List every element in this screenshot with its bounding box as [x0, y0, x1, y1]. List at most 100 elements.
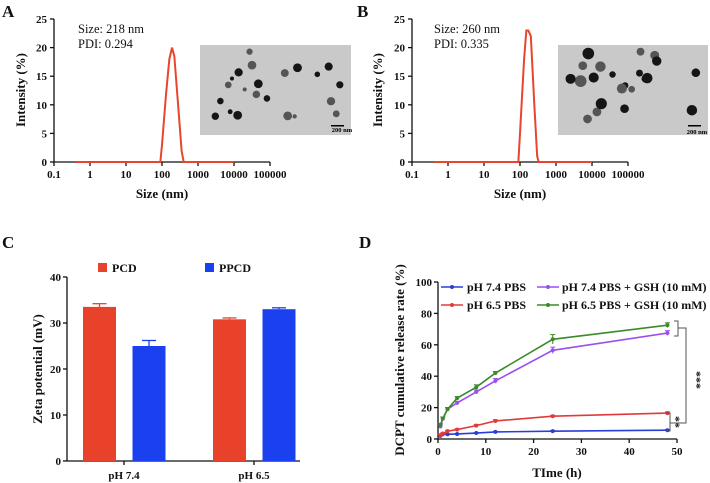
tem-image-inset	[558, 45, 708, 135]
y-tick-label: 10	[36, 100, 48, 112]
nanoparticle	[324, 62, 333, 71]
significance-label: **	[669, 416, 683, 428]
data-point	[493, 418, 498, 423]
nanoparticle	[574, 75, 587, 87]
x-tick-label: 10	[479, 169, 491, 181]
x-tick-label: 20	[528, 446, 540, 458]
y-tick-label: 100	[416, 277, 433, 289]
data-point	[550, 414, 555, 419]
data-point	[440, 416, 445, 421]
x-tick-label: 1000	[187, 169, 210, 181]
x-tick-label: 100	[154, 169, 171, 181]
x-tick-label: 1	[445, 169, 451, 181]
tem-image-inset	[200, 45, 351, 135]
nanoparticle	[283, 111, 293, 121]
legend-label-pcd: PCD	[112, 261, 137, 275]
nanoparticle	[583, 114, 592, 124]
y-tick-label: 30	[50, 318, 62, 330]
y-tick-label: 40	[421, 371, 433, 383]
nanoparticle	[246, 48, 253, 55]
nanoparticle	[252, 90, 261, 99]
nanoparticle	[253, 79, 263, 89]
x-tick-label: 10000	[220, 169, 248, 181]
x-tick-label: 100000	[612, 169, 646, 181]
panel-label-d: D	[359, 233, 371, 252]
bracket-gsh	[674, 320, 679, 337]
scale-bar-label-a: 200 nm	[332, 127, 353, 134]
legend-marker	[450, 285, 454, 289]
nanoparticle	[628, 85, 636, 93]
dls-curve	[433, 29, 592, 163]
nanoparticle	[336, 81, 344, 89]
bar-ppcd	[262, 309, 296, 461]
nanoparticle	[211, 112, 220, 120]
nanoparticle	[233, 110, 243, 120]
y-axis-label-d: DCPT cumulative release rate (%)	[392, 264, 407, 456]
data-point	[455, 427, 460, 432]
legend-swatch-ppcd	[205, 263, 214, 272]
data-point	[493, 371, 498, 376]
x-tick-label: 0.1	[47, 169, 61, 181]
bracket-significance	[670, 327, 687, 424]
y-tick-label: 80	[421, 308, 433, 320]
legend-swatch-pcd	[98, 263, 107, 272]
nanoparticle	[595, 98, 607, 110]
nanoparticle	[242, 87, 247, 92]
legend-label-ppcd: PPCD	[219, 261, 251, 275]
bar-pcd	[83, 306, 116, 461]
y-tick-label: 0	[56, 456, 62, 468]
nanoparticle	[595, 61, 606, 72]
nanoparticle	[247, 60, 257, 70]
nanoparticle	[686, 104, 698, 116]
panel-b: Size: 260 nm PDI: 0.335 Size (nm) Intens…	[370, 22, 546, 201]
nanoparticle	[609, 71, 616, 78]
nanoparticle	[326, 97, 336, 106]
y-tick-label: 25	[394, 14, 406, 26]
x-tick-label: 1000	[545, 169, 568, 181]
panel-label-b: B	[357, 2, 368, 21]
y-tick-label: 5	[400, 128, 406, 140]
panel-c: Zeta potential (mV) pH 7.4 pH 6.5 PCD PP…	[30, 261, 270, 482]
data-point	[665, 428, 670, 433]
nanoparticle	[582, 47, 595, 60]
nanoparticle	[280, 69, 289, 78]
data-point	[438, 422, 443, 427]
nanoparticle	[229, 76, 235, 81]
y-axis-label-c: Zeta potential (mV)	[30, 314, 45, 424]
y-tick-label: 20	[50, 364, 62, 376]
x-axis-label-d: TIme (h)	[532, 465, 581, 480]
y-tick-label: 25	[36, 14, 48, 26]
legend-label: pH 7.4 PBS + GSH (10 mM)	[562, 280, 707, 294]
x-tick-label: 100	[512, 169, 529, 181]
nanoparticle	[620, 104, 629, 114]
x-tick-label: 100000	[254, 169, 288, 181]
nanoparticle	[227, 109, 233, 115]
y-tick-label: 0	[42, 157, 48, 169]
legend-label: pH 6.5 PBS + GSH (10 mM)	[562, 298, 707, 312]
y-tick-label: 40	[50, 272, 62, 284]
y-tick-label: 10	[394, 100, 406, 112]
scale-bar	[331, 125, 344, 127]
data-point	[550, 429, 555, 434]
x-tick-label: 10000	[578, 169, 606, 181]
data-point	[474, 431, 479, 436]
nanoparticle	[578, 61, 588, 71]
y-axis-label-b: Intensity (%)	[370, 53, 385, 127]
x-tick-label: 40	[624, 446, 636, 458]
legend-marker	[546, 303, 550, 307]
pdi-annotation-b: PDI: 0.335	[434, 37, 489, 51]
y-tick-label: 15	[36, 71, 48, 83]
x-tick-label: 0.1	[405, 169, 419, 181]
pdi-annotation-a: PDI: 0.294	[78, 37, 134, 51]
legend-marker	[450, 303, 454, 307]
x-axis-label-a: Size (nm)	[136, 186, 188, 201]
nanoparticle	[588, 72, 599, 83]
nanoparticle	[652, 56, 662, 66]
data-point	[665, 323, 670, 328]
data-point	[665, 331, 670, 336]
x-tick-label: 0	[435, 446, 441, 458]
panel-label-c: C	[2, 233, 14, 252]
bar-ppcd	[132, 346, 166, 461]
bar-pcd	[213, 319, 246, 461]
